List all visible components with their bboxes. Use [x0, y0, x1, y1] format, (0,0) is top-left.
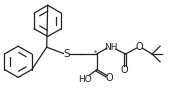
Text: S: S: [63, 49, 70, 59]
Text: NH: NH: [104, 43, 118, 52]
Text: O: O: [135, 42, 143, 52]
Text: HO: HO: [78, 75, 92, 84]
Text: *: *: [94, 50, 98, 56]
Text: O: O: [121, 65, 128, 75]
Text: O: O: [106, 73, 114, 83]
